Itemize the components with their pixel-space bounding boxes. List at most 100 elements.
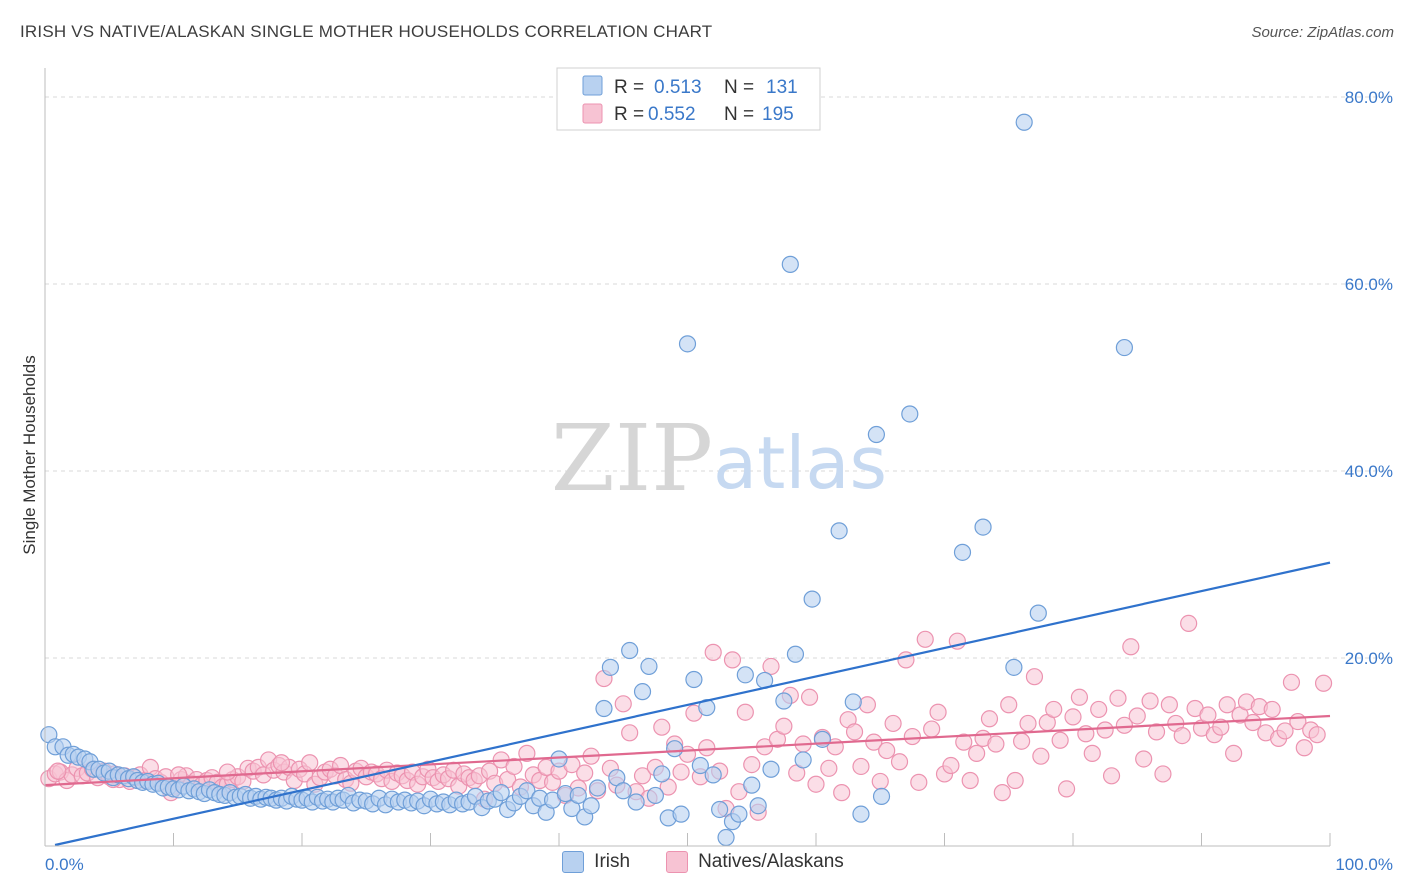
data-point-irish [678, 335, 697, 353]
data-point-natives [1199, 706, 1217, 724]
data-point-irish [852, 805, 870, 823]
data-point-irish [786, 645, 805, 663]
series-natives-points [40, 614, 1333, 821]
data-point-irish [627, 793, 645, 811]
data-point-natives [1090, 700, 1108, 719]
data-point-natives [833, 784, 851, 802]
data-point-irish [653, 765, 671, 783]
data-point-irish [601, 658, 620, 676]
bottom-legend: Irish Natives/Alaskans [0, 851, 1406, 873]
data-point-natives [1064, 708, 1082, 726]
data-point-irish [1029, 604, 1047, 622]
legend-n-label-natives: N = [724, 104, 754, 125]
watermark-zip: ZIP [551, 405, 713, 512]
bottom-legend-natives: Natives/Alaskans [666, 851, 844, 873]
data-point-natives [762, 657, 780, 676]
y-tick-label: 60.0% [1345, 275, 1393, 294]
data-point-irish [901, 405, 919, 423]
data-point-natives [633, 767, 652, 785]
watermark-atlas: atlas [713, 421, 887, 505]
y-tick-labels: 20.0% 40.0% 60.0% 80.0% [1345, 88, 1393, 668]
data-point-natives [865, 733, 883, 751]
data-point-natives [1276, 722, 1294, 740]
data-point-natives [980, 710, 999, 728]
data-point-natives [884, 714, 902, 733]
data-point-natives [736, 703, 754, 721]
data-point-natives [272, 754, 291, 772]
y-tick-label: 20.0% [1345, 649, 1393, 668]
legend-n-value-natives: 195 [762, 104, 794, 125]
data-point-natives [621, 724, 639, 742]
data-point-natives [961, 771, 979, 790]
data-point-natives [49, 762, 67, 780]
data-point-irish [492, 784, 510, 802]
trendline-natives [44, 714, 1331, 787]
bottom-legend-irish: Irish [562, 851, 630, 873]
legend-r-label-natives: R = [614, 104, 644, 125]
data-point-natives [987, 735, 1005, 753]
data-point-natives [1025, 668, 1044, 686]
legend: R = 0.513 N = 131 R = 0.552 N = 195 [556, 67, 821, 131]
data-point-natives [775, 717, 793, 735]
data-point-natives [1012, 732, 1031, 750]
data-point-irish [872, 787, 891, 805]
data-point-irish [691, 756, 709, 775]
data-point-natives [1218, 696, 1236, 714]
data-point-natives [1282, 673, 1301, 691]
data-point-natives [923, 720, 941, 738]
data-point-natives [576, 764, 594, 782]
source-note: Source: ZipAtlas.com [1251, 24, 1394, 41]
data-point-natives [1109, 689, 1127, 707]
chart-title: IRISH VS NATIVE/ALASKAN SINGLE MOTHER HO… [20, 22, 713, 41]
data-point-irish [743, 776, 761, 794]
data-point-natives [1173, 727, 1191, 745]
legend-n-label-irish: N = [724, 77, 754, 98]
data-point-natives [1147, 723, 1166, 741]
data-point-natives [1212, 718, 1230, 736]
bottom-legend-natives-label: Natives/Alaskans [698, 851, 844, 872]
data-point-irish [550, 750, 568, 768]
bottom-legend-irish-label: Irish [594, 851, 631, 872]
bottom-swatch-natives [666, 851, 689, 873]
data-point-natives [1083, 744, 1101, 762]
data-point-natives [723, 651, 742, 669]
data-point-natives [1102, 767, 1121, 785]
data-point-natives [672, 763, 690, 781]
data-point-irish [685, 670, 703, 689]
data-point-natives [1160, 696, 1178, 714]
data-point-irish [582, 797, 600, 815]
data-point-natives [1263, 700, 1281, 719]
x-tick-labels: 0.0% 100.0% [45, 855, 1393, 874]
data-point-irish [813, 730, 832, 748]
data-point-irish [711, 800, 729, 819]
data-point-natives [903, 727, 921, 746]
data-point-natives [653, 718, 671, 736]
data-point-natives [1295, 739, 1313, 757]
data-point-irish [830, 522, 848, 540]
data-point-natives [743, 755, 761, 774]
data-point-irish [1115, 338, 1134, 357]
bottom-swatch-irish [562, 851, 585, 873]
legend-swatch-natives [582, 103, 603, 124]
data-point-irish [704, 766, 722, 784]
trendline-irish [54, 561, 1331, 847]
data-point-natives [807, 775, 825, 793]
data-point-natives [820, 759, 838, 777]
data-point-natives [1057, 780, 1076, 798]
data-point-natives [878, 741, 896, 760]
data-point-irish [781, 255, 799, 273]
data-point-natives [968, 744, 986, 762]
data-point-irish [569, 786, 587, 805]
data-point-natives [1244, 713, 1262, 732]
data-point-natives [1070, 688, 1089, 706]
data-point-irish [867, 425, 885, 444]
data-point-natives [916, 630, 934, 648]
data-point-irish [633, 683, 652, 701]
data-point-irish [640, 657, 658, 676]
data-point-irish [794, 751, 812, 769]
legend-r-value-natives: 0.552 [648, 104, 696, 125]
data-point-irish [736, 666, 754, 684]
data-point-natives [614, 695, 632, 713]
data-point-natives [1019, 714, 1037, 733]
gridlines [45, 96, 1390, 659]
